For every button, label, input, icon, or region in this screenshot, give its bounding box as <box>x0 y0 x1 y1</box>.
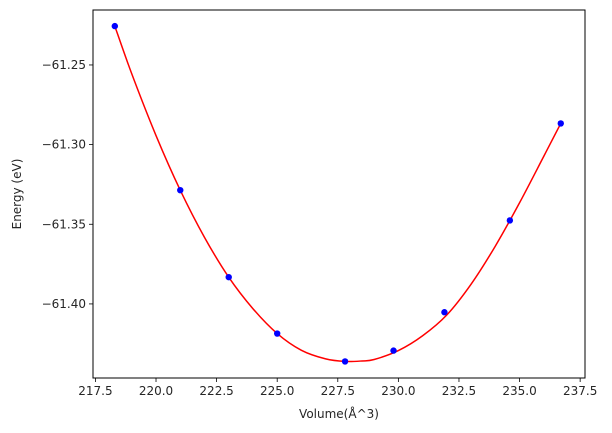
plot-frame <box>92 9 586 379</box>
x-tick-label: 237.5 <box>563 384 597 398</box>
data-point <box>111 22 119 30</box>
y-axis-label: Energy (eV) <box>10 159 24 230</box>
y-tick-label: −61.35 <box>42 217 86 231</box>
x-axis: 217.5 220.0 222.5 225.0 227.5 230.0 232.5 235.0… <box>78 378 597 398</box>
data-points-layer <box>111 22 564 365</box>
data-point <box>273 330 281 337</box>
y-tick-label: −61.25 <box>42 58 86 72</box>
x-tick-label: 232.5 <box>442 384 476 398</box>
y-tick-label: −61.30 <box>42 138 86 152</box>
data-point <box>441 309 448 316</box>
x-tick-label: 230.0 <box>381 384 415 398</box>
data-point <box>341 358 349 365</box>
data-point <box>557 120 564 127</box>
x-tick-label: 222.5 <box>199 384 233 398</box>
data-point <box>506 217 514 224</box>
data-point <box>390 347 397 354</box>
x-tick-label: 235.0 <box>502 384 536 398</box>
y-tick-label: −61.40 <box>42 297 86 311</box>
y-axis: −61.25 −61.30 −61.35 −61.40 <box>42 58 93 311</box>
x-tick-label: 225.0 <box>260 384 294 398</box>
x-tick-label: 217.5 <box>78 384 112 398</box>
data-point <box>177 186 184 194</box>
x-tick-label: 220.0 <box>139 384 173 398</box>
data-point <box>225 273 232 281</box>
x-tick-label: 227.5 <box>321 384 355 398</box>
x-axis-label: Volume(Å^3) <box>299 406 379 421</box>
